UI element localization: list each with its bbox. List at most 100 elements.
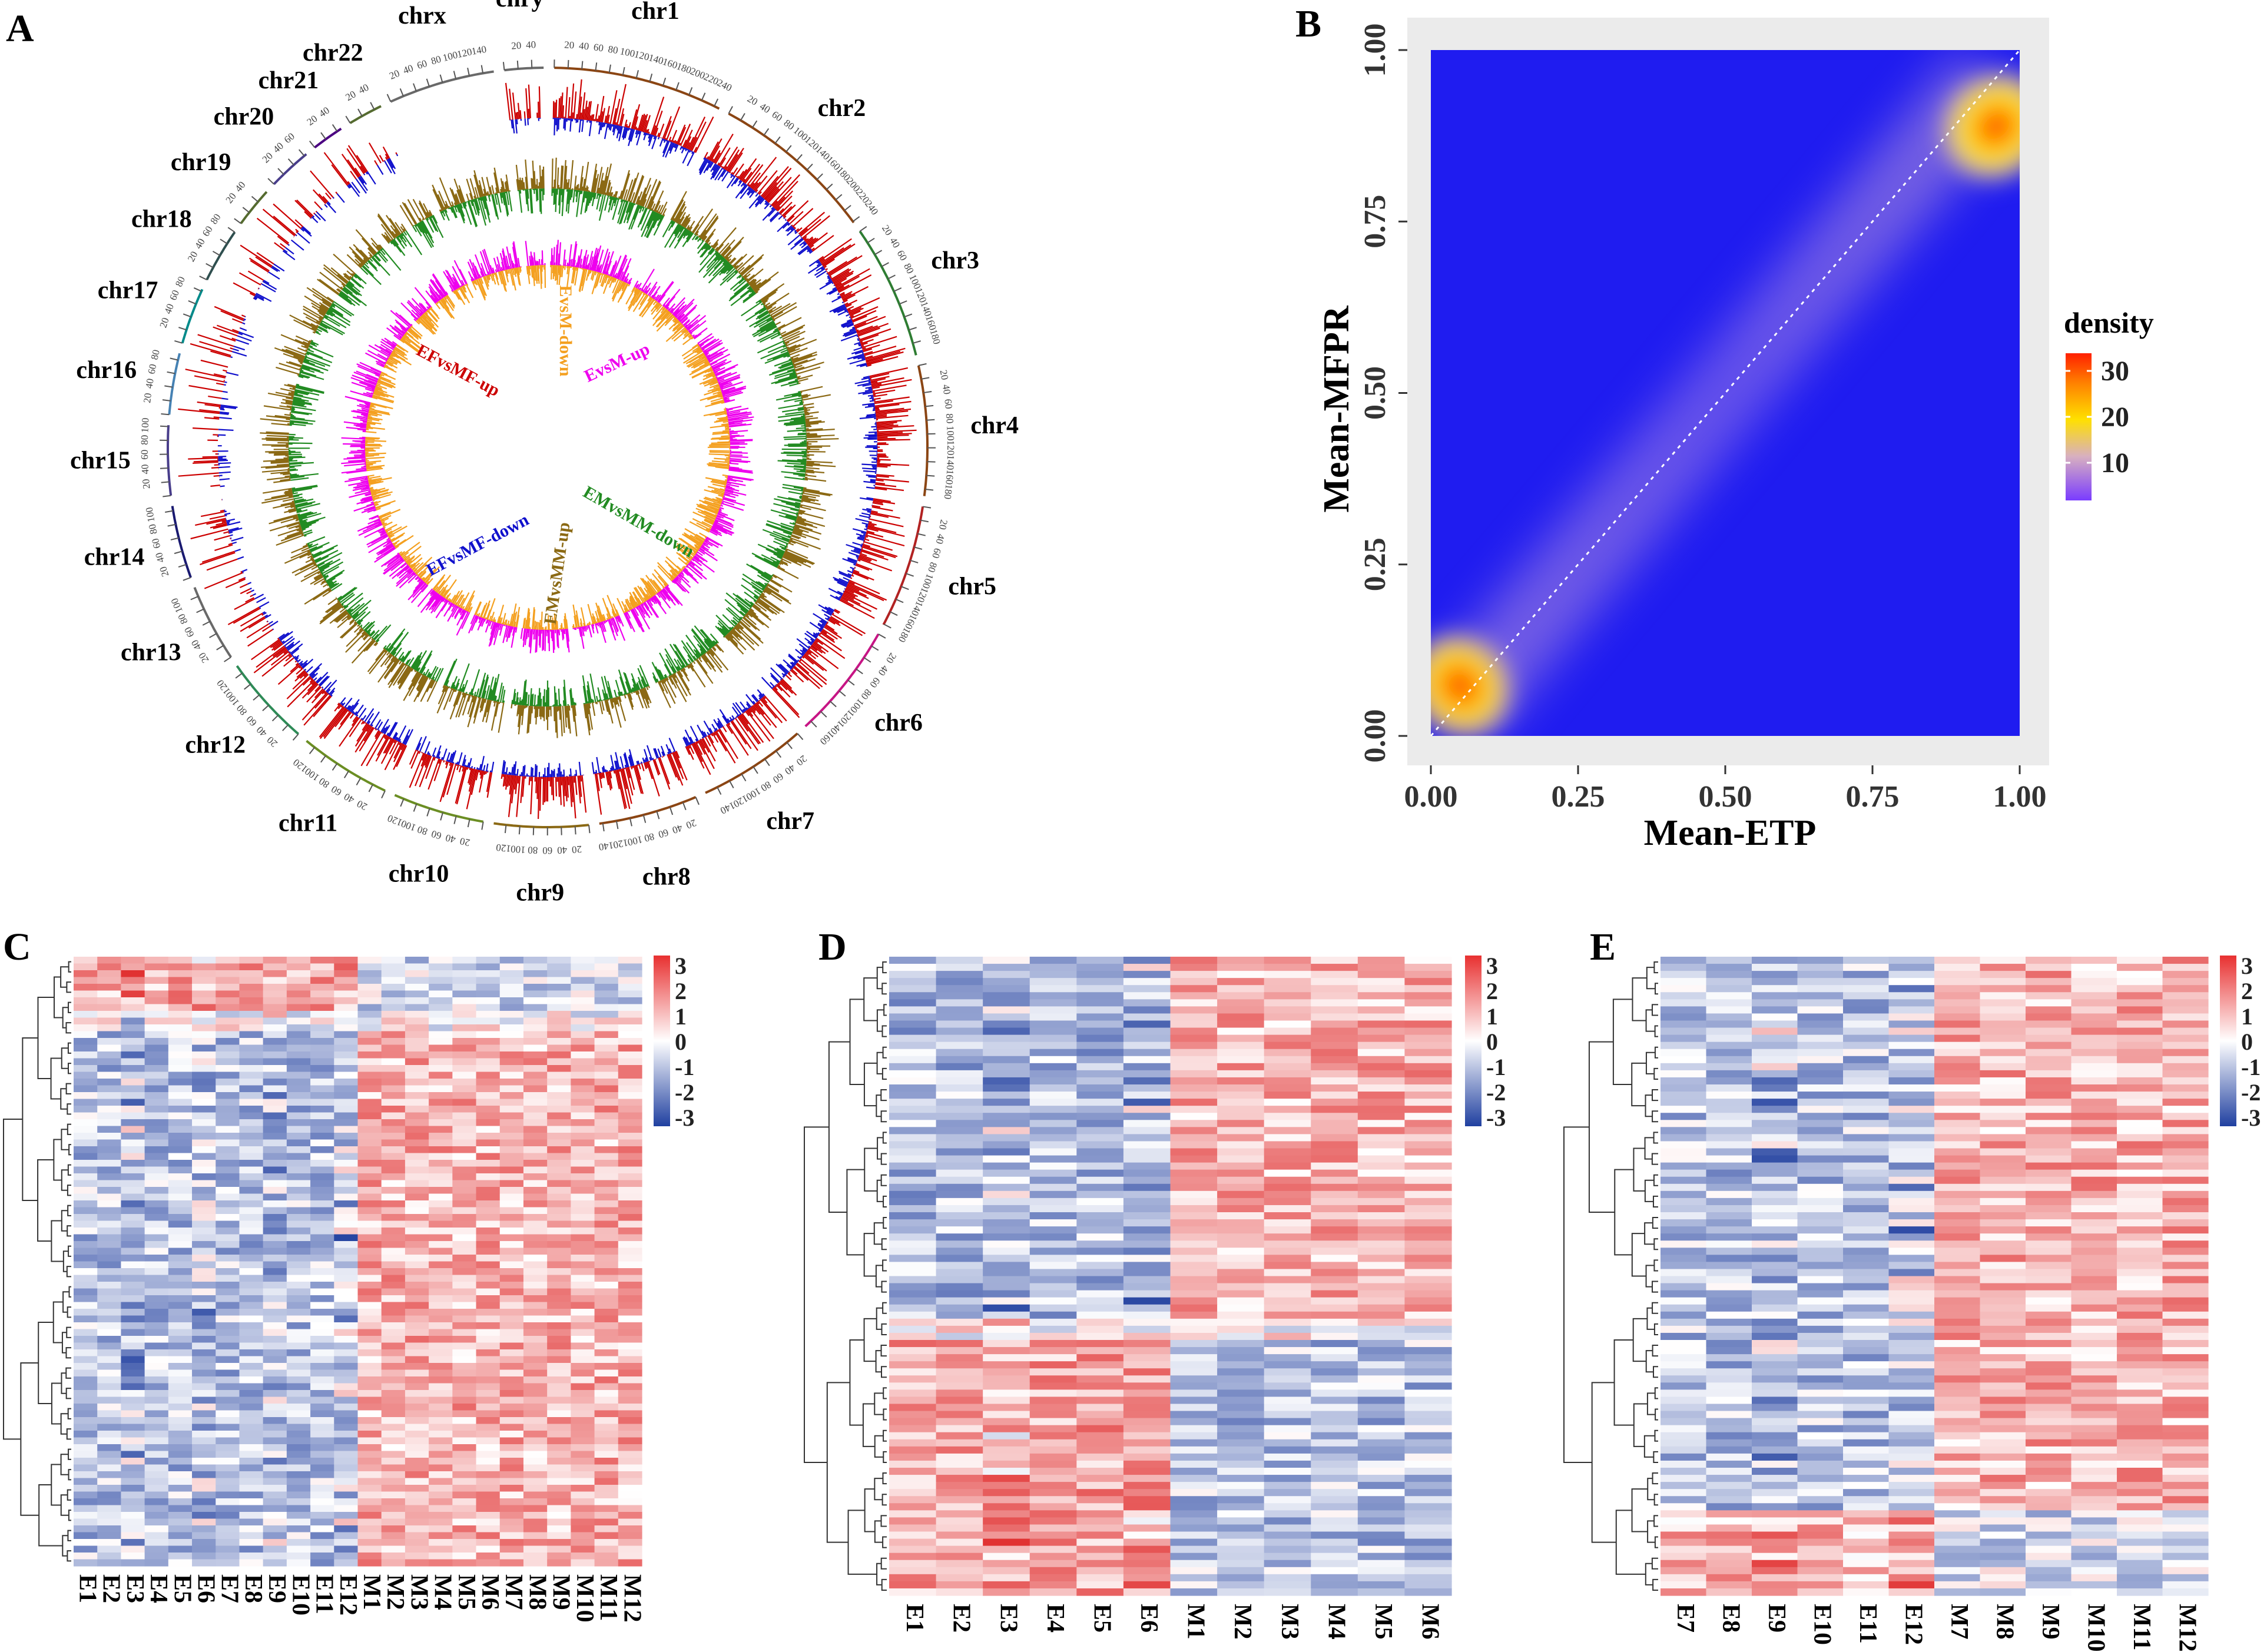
heatmap-cell bbox=[405, 1471, 429, 1479]
heatmap-cell bbox=[1217, 1425, 1265, 1433]
heatmap-cell bbox=[889, 1077, 937, 1085]
heatmap-cell bbox=[74, 1363, 98, 1371]
heatmap-cell bbox=[121, 1525, 145, 1533]
chromosome-tick bbox=[786, 742, 793, 749]
heatmap-cell bbox=[1661, 1432, 1707, 1440]
heatmap-cell bbox=[381, 1220, 406, 1228]
heatmap-cell bbox=[144, 1207, 169, 1215]
heatmap-cell bbox=[936, 1212, 983, 1220]
heatmap-cell bbox=[1797, 1297, 1844, 1305]
heatmap-cell bbox=[936, 1020, 983, 1029]
heatmap-cell bbox=[1404, 971, 1452, 978]
heatmap-cell bbox=[1980, 1496, 2026, 1504]
heatmap-cell bbox=[1934, 1588, 1981, 1596]
heatmap-cell bbox=[2026, 1020, 2072, 1029]
heatmap-cell bbox=[144, 1390, 169, 1398]
heatmap-cell bbox=[1311, 1169, 1358, 1177]
heatmap-cell bbox=[1217, 1475, 1265, 1482]
heatmap-cell bbox=[1264, 1034, 1311, 1043]
heatmap-cell bbox=[429, 1369, 453, 1377]
heatmap-cell bbox=[499, 1505, 524, 1512]
heatmap-cell bbox=[1170, 999, 1218, 1007]
heatmap-cell bbox=[523, 1160, 548, 1167]
chromosome-tick bbox=[622, 67, 625, 75]
column-label: M1 bbox=[1182, 1604, 1209, 1640]
heatmap-cell bbox=[594, 1261, 619, 1269]
heatmap-cell bbox=[263, 1363, 287, 1371]
heatmap-cell bbox=[1076, 1368, 1124, 1376]
heatmap-cell bbox=[405, 1302, 429, 1309]
heatmap-cell bbox=[1934, 1404, 1981, 1412]
heatmap-cell bbox=[334, 1106, 359, 1113]
track-bars-up bbox=[467, 241, 522, 282]
heatmap-cell bbox=[1170, 1354, 1218, 1362]
heatmap-cell bbox=[1404, 1233, 1452, 1241]
heatmap-cell bbox=[983, 1262, 1030, 1270]
heatmap-cell bbox=[74, 1072, 98, 1079]
heatmap-cell bbox=[594, 1065, 619, 1073]
heatmap-cell bbox=[1076, 1553, 1124, 1561]
heatmap-cell bbox=[1170, 1134, 1218, 1142]
heatmap-cell bbox=[1752, 1056, 1798, 1064]
heatmap-cell bbox=[192, 1525, 216, 1533]
heatmap-cell bbox=[192, 1444, 216, 1452]
heatmap-cell bbox=[1888, 1269, 1935, 1277]
heatmap-cell bbox=[1752, 1084, 1798, 1092]
heatmap-cell bbox=[1170, 1581, 1218, 1589]
heatmap-cell bbox=[2117, 1233, 2163, 1241]
heatmap-cell bbox=[216, 984, 240, 991]
heatmap-cell bbox=[239, 1106, 264, 1113]
heatmap-cell bbox=[1888, 1354, 1935, 1362]
heatmap-cell bbox=[1264, 1581, 1311, 1589]
heatmap-cell bbox=[286, 1275, 311, 1282]
heatmap-cell bbox=[1752, 1127, 1798, 1134]
heatmap-cell bbox=[74, 1288, 98, 1296]
heatmap-cell bbox=[2071, 1262, 2117, 1270]
chromosome-tick-label: 100 bbox=[511, 843, 526, 855]
heatmap-cell bbox=[476, 1051, 501, 1059]
heatmap-cell bbox=[889, 1049, 937, 1057]
heatmap-cell bbox=[936, 1240, 983, 1248]
heatmap-cell bbox=[168, 1505, 193, 1512]
heatmap-cell bbox=[263, 1458, 287, 1465]
heatmap-cell bbox=[405, 1193, 429, 1201]
heatmap-cell bbox=[310, 1220, 334, 1228]
track-label: EFvsMF-down bbox=[423, 510, 532, 580]
heatmap-cell bbox=[2162, 1240, 2209, 1248]
heatmap-cell bbox=[1888, 1524, 1935, 1532]
heatmap-cell bbox=[74, 1153, 98, 1160]
heatmap-cell bbox=[1264, 1197, 1311, 1206]
heatmap-cell bbox=[97, 1106, 122, 1113]
heatmap-cell bbox=[618, 1065, 642, 1073]
heatmap-cell bbox=[1843, 1567, 1890, 1575]
heatmap-cell bbox=[216, 1126, 240, 1133]
heatmap-cell bbox=[144, 1180, 169, 1187]
heatmap-cell bbox=[1706, 1503, 1752, 1511]
heatmap-cell bbox=[936, 1056, 983, 1064]
heatmap-cell bbox=[889, 1361, 937, 1369]
heatmap-cell bbox=[2117, 1127, 2163, 1134]
track-label: EFvsMF-up bbox=[413, 340, 503, 400]
heatmap-cell bbox=[499, 1559, 524, 1567]
heatmap-cell bbox=[523, 1383, 548, 1391]
heatmap-cell bbox=[74, 1234, 98, 1242]
chromosome-tick bbox=[368, 784, 373, 792]
heatmap-cell bbox=[1752, 971, 1798, 978]
heatmap-cell bbox=[1076, 1169, 1124, 1177]
chromosome-tick bbox=[890, 611, 898, 616]
chromosome-tick-label: 20 bbox=[880, 223, 894, 238]
heatmap-cell bbox=[216, 1532, 240, 1540]
chromosome-tick bbox=[343, 770, 350, 778]
heatmap-cell bbox=[547, 970, 571, 978]
heatmap-cell bbox=[334, 1112, 359, 1120]
heatmap-cell bbox=[405, 1058, 429, 1066]
heatmap-cell bbox=[429, 1112, 453, 1120]
heatmap-cell bbox=[1217, 1332, 1265, 1341]
heatmap-cell bbox=[97, 970, 122, 978]
heatmap-cell bbox=[983, 1503, 1030, 1511]
heatmap-cell bbox=[618, 1187, 642, 1195]
heatmap-cell bbox=[357, 1498, 382, 1506]
heatmap-cell bbox=[286, 1539, 311, 1547]
heatmap-cell bbox=[144, 1011, 169, 1019]
heatmap-cell bbox=[1661, 1425, 1707, 1433]
